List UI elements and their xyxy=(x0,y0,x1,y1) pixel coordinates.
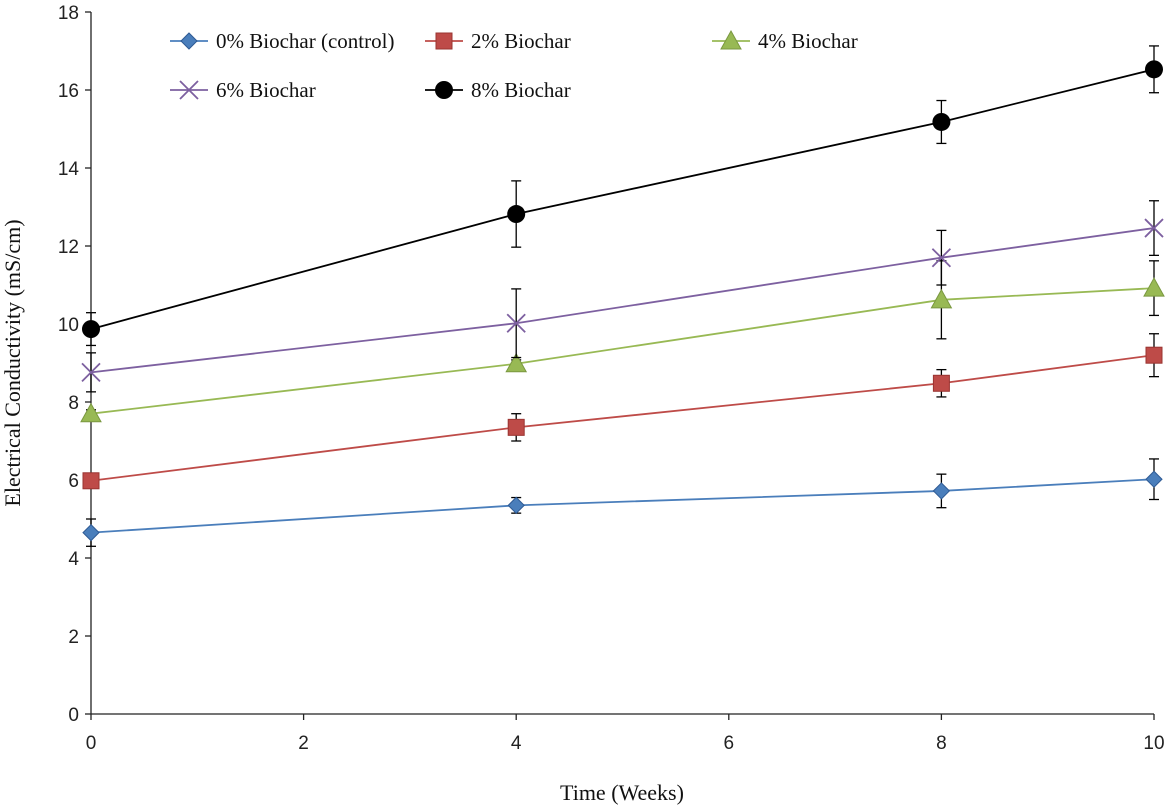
legend-item: 4% Biochar xyxy=(712,29,858,53)
y-tick-label: 18 xyxy=(58,3,79,24)
y-tick-label: 12 xyxy=(58,237,79,258)
data-point-diamond xyxy=(507,496,525,515)
data-point-circle xyxy=(82,320,100,339)
x-tick-label: 8 xyxy=(936,733,947,754)
series-0 xyxy=(82,458,1163,547)
legend-item: 2% Biochar xyxy=(425,29,571,53)
data-point-triangle xyxy=(1143,277,1165,297)
data-point-circle xyxy=(1145,60,1163,79)
x-tick-label: 2 xyxy=(298,733,309,754)
data-point-circle xyxy=(932,112,951,131)
x-tick-label: 4 xyxy=(511,733,522,754)
y-tick-label: 14 xyxy=(58,159,80,180)
y-tick-label: 8 xyxy=(68,393,79,414)
data-point-diamond xyxy=(932,482,951,500)
data-point-square xyxy=(507,418,525,436)
series-line xyxy=(90,68,1155,330)
series-layer xyxy=(80,45,1165,547)
legend-item: 0% Biochar (control) xyxy=(170,29,394,53)
legend-label: 8% Biochar xyxy=(471,78,571,102)
y-tick-label: 6 xyxy=(68,471,79,492)
y-tick-label: 2 xyxy=(68,627,79,648)
data-point-circle xyxy=(507,205,526,224)
legend-label: 6% Biochar xyxy=(216,78,316,102)
y-axis-title: Electrical Conductivity (mS/cm) xyxy=(0,219,25,506)
legend-label: 0% Biochar (control) xyxy=(216,29,394,53)
series-line xyxy=(90,354,1155,482)
data-point-diamond xyxy=(82,523,100,542)
data-point-square xyxy=(932,374,950,392)
x-tick-label: 6 xyxy=(724,733,735,754)
legend-marker-circle xyxy=(435,81,453,99)
x-tick-label: 0 xyxy=(86,733,97,754)
series-line xyxy=(90,227,1155,374)
legend-label: 4% Biochar xyxy=(758,29,858,53)
series-line xyxy=(90,478,1155,534)
legend-marker-square xyxy=(435,32,453,50)
data-point-triangle xyxy=(930,288,953,309)
y-ticks: 0 2 4 6 8 10 12 14 16 18 xyxy=(58,3,91,726)
y-tick-label: 0 xyxy=(68,705,79,726)
series-line xyxy=(90,287,1155,415)
data-point-triangle xyxy=(80,402,102,423)
series-4 xyxy=(82,45,1163,347)
x-axis-title: Time (Weeks) xyxy=(560,780,684,805)
legend-marker-triangle xyxy=(720,29,742,50)
grid-and-axes xyxy=(90,12,1154,715)
data-point-square xyxy=(82,472,100,490)
y-tick-label: 16 xyxy=(58,81,79,102)
data-point-square xyxy=(1145,346,1163,364)
data-point-x xyxy=(1144,218,1164,238)
data-point-x xyxy=(506,313,526,333)
legend-label: 2% Biochar xyxy=(471,29,571,53)
y-tick-label: 4 xyxy=(68,549,79,570)
data-point-diamond xyxy=(1145,470,1163,488)
legend-item: 8% Biochar xyxy=(425,78,571,102)
x-tick-label: 10 xyxy=(1143,733,1164,754)
legend: 0% Biochar (control) 2% Biochar 4% Biochar… xyxy=(170,29,858,102)
legend-marker-diamond xyxy=(180,32,198,50)
series-1 xyxy=(82,333,1163,490)
y-tick-label: 10 xyxy=(58,315,79,336)
series-3 xyxy=(81,200,1164,393)
series-2 xyxy=(80,260,1165,423)
data-point-x xyxy=(931,248,952,268)
legend-item: 6% Biochar xyxy=(170,78,316,102)
x-ticks: 0 2 4 6 8 10 xyxy=(86,714,1165,754)
legend-marker-x xyxy=(179,80,199,100)
data-point-x xyxy=(81,362,101,382)
data-point-triangle xyxy=(505,352,528,373)
